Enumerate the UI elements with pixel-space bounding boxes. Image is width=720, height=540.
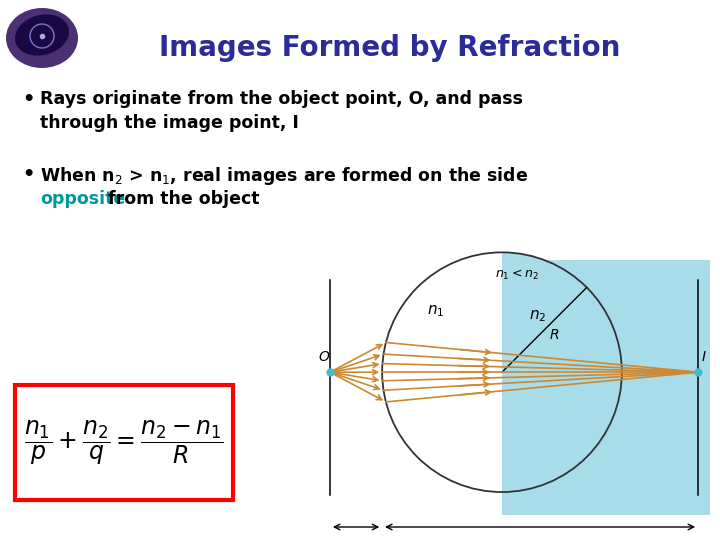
Text: When n$_2$ > n$_1$, real images are formed on the side: When n$_2$ > n$_1$, real images are form… bbox=[40, 165, 528, 187]
Text: $n_1$: $n_1$ bbox=[428, 303, 445, 319]
Ellipse shape bbox=[6, 8, 78, 68]
Text: opposite: opposite bbox=[40, 190, 125, 208]
Bar bbox=[502, 260, 710, 515]
Text: $\dfrac{n_1}{p} + \dfrac{n_2}{q} = \dfrac{n_2 - n_1}{R}$: $\dfrac{n_1}{p} + \dfrac{n_2}{q} = \dfra… bbox=[24, 418, 224, 467]
Text: •: • bbox=[22, 165, 35, 184]
Text: p: p bbox=[351, 537, 361, 540]
Wedge shape bbox=[382, 252, 502, 492]
Ellipse shape bbox=[15, 15, 69, 56]
Text: $n_1 < n_2$: $n_1 < n_2$ bbox=[495, 268, 539, 282]
Text: from the object: from the object bbox=[102, 190, 259, 208]
Text: I: I bbox=[702, 350, 706, 364]
Bar bbox=[310, 260, 710, 515]
Text: •: • bbox=[22, 90, 35, 109]
Text: $n_2$: $n_2$ bbox=[529, 308, 546, 324]
Text: R: R bbox=[549, 328, 559, 342]
Text: Rays originate from the object point, O, and pass
through the image point, I: Rays originate from the object point, O,… bbox=[40, 90, 523, 132]
Wedge shape bbox=[502, 252, 622, 492]
FancyBboxPatch shape bbox=[15, 385, 233, 500]
Text: Images Formed by Refraction: Images Formed by Refraction bbox=[159, 34, 621, 62]
Text: O: O bbox=[318, 350, 330, 364]
Text: q: q bbox=[536, 537, 544, 540]
